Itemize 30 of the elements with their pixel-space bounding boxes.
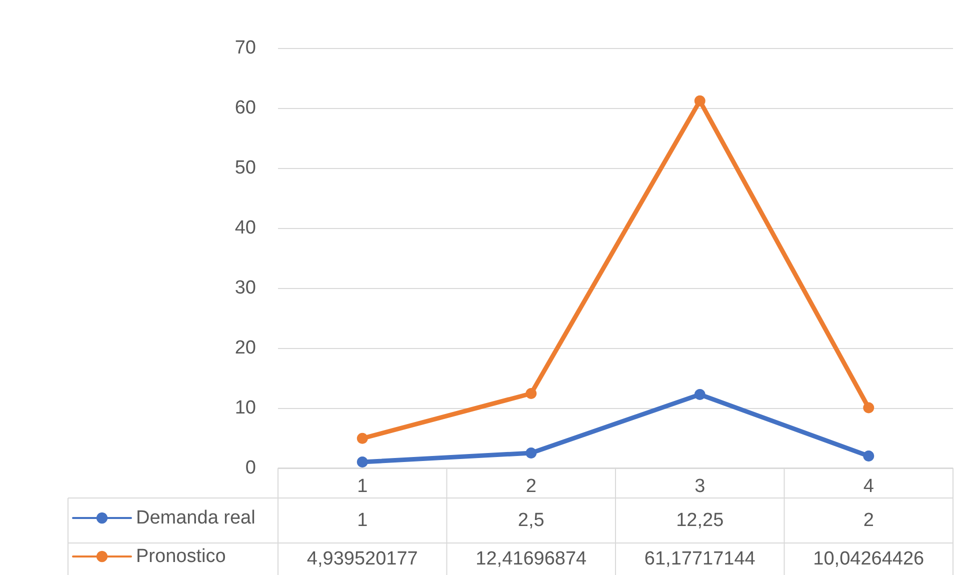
- y-tick-label: 40: [234, 218, 256, 238]
- data-label: 1: [357, 510, 368, 531]
- point: [694, 95, 706, 106]
- data-label: 10,04264426: [813, 548, 924, 570]
- x-tick-label: 2: [526, 476, 536, 497]
- point: [356, 456, 368, 468]
- data-label: 2: [863, 510, 874, 531]
- data-label: 2,5: [518, 510, 544, 531]
- point: [863, 402, 874, 414]
- data-label: 12,25: [676, 510, 724, 531]
- legend-label: Pronostico: [136, 546, 226, 567]
- point: [526, 388, 537, 399]
- x-tick-label: 3: [694, 476, 706, 497]
- legend-label: Demanda real: [136, 508, 256, 528]
- point: [694, 389, 706, 400]
- y-tick-label: 20: [234, 338, 256, 358]
- x-tick-label: 4: [863, 476, 874, 497]
- x-tick-label: 1: [357, 476, 368, 497]
- y-tick-label: 50: [234, 158, 256, 178]
- y-tick-label: 0: [245, 458, 256, 478]
- data-label: 12,41696874: [476, 548, 588, 570]
- point: [356, 432, 368, 444]
- y-tick-label: 10: [234, 398, 256, 418]
- y-tick-label: 70: [234, 38, 256, 58]
- point: [863, 450, 874, 462]
- data-label: 4,939520177: [306, 548, 418, 570]
- data-label: 61,17717144: [644, 548, 756, 570]
- y-tick-label: 60: [234, 98, 256, 118]
- y-tick-label: 30: [234, 278, 256, 298]
- point: [526, 448, 537, 458]
